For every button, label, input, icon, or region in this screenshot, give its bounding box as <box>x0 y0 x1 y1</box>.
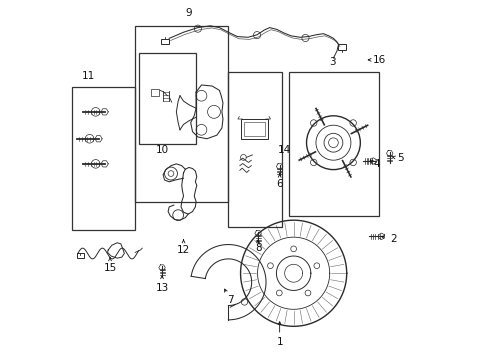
Bar <box>228 72 282 226</box>
Bar <box>289 72 378 216</box>
Text: 5: 5 <box>396 153 403 163</box>
Text: 12: 12 <box>177 245 190 255</box>
Text: 6: 6 <box>276 179 283 189</box>
Bar <box>77 253 83 258</box>
Bar <box>161 39 169 44</box>
Bar <box>240 119 267 139</box>
Text: 7: 7 <box>226 295 233 305</box>
Text: 13: 13 <box>155 283 168 293</box>
Text: 10: 10 <box>155 144 168 154</box>
Text: 8: 8 <box>254 243 261 253</box>
Bar <box>243 122 264 136</box>
Text: 2: 2 <box>389 234 396 244</box>
Text: 4: 4 <box>373 159 380 169</box>
Text: 11: 11 <box>81 71 95 81</box>
Text: 3: 3 <box>328 57 335 67</box>
Bar <box>139 53 196 144</box>
Bar <box>72 87 135 230</box>
Text: 15: 15 <box>103 263 117 273</box>
Bar <box>151 89 159 96</box>
Bar <box>337 44 345 50</box>
Text: 16: 16 <box>371 55 385 65</box>
Text: 1: 1 <box>276 337 283 347</box>
Text: 14: 14 <box>277 144 290 154</box>
Text: 9: 9 <box>185 8 192 18</box>
Bar <box>135 26 228 202</box>
